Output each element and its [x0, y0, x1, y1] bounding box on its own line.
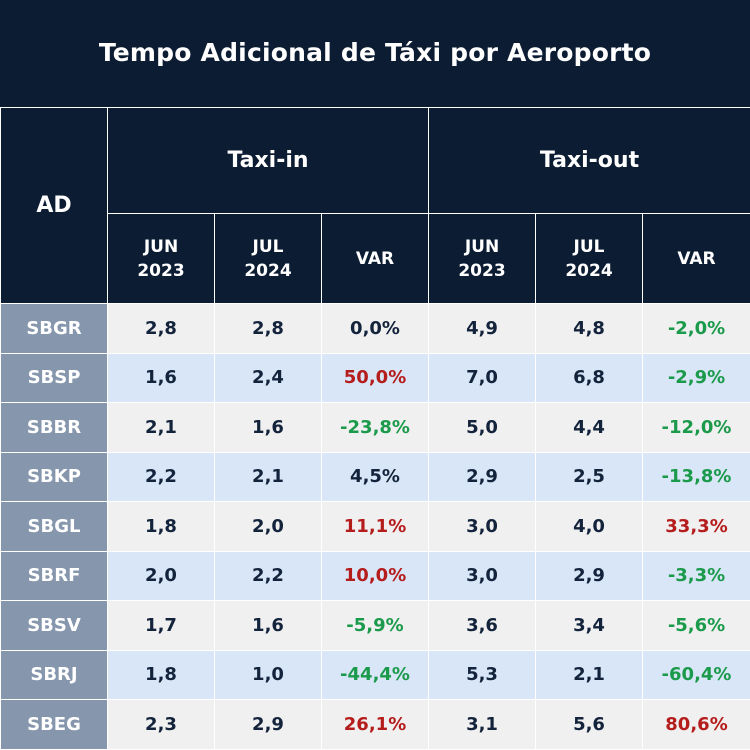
taxi-in-jun-header: JUN 2023 [107, 213, 215, 304]
taxi-in-jul-cell: 2,4 [214, 352, 322, 403]
taxi-in-var-cell: 4,5% [320, 451, 430, 502]
taxi-in-jun-cell: 1,8 [107, 649, 215, 700]
table-row: SBKP 2,2 2,1 4,5% 2,9 2,5 -13,8% [0, 451, 750, 502]
taxi-out-var-cell: -3,3% [642, 550, 750, 601]
taxi-out-jul-cell: 4,8 [535, 303, 644, 354]
taxi-out-jul-cell: 2,5 [535, 451, 644, 502]
taxi-out-jul-cell: 5,6 [535, 699, 644, 750]
taxi-in-jul-cell: 2,9 [214, 699, 322, 750]
column-header-month: JUN [464, 236, 500, 257]
taxi-in-var-cell: 26,1% [320, 699, 430, 750]
airport-code-cell: SBRJ [0, 649, 108, 700]
taxi-in-var-cell: 0,0% [320, 303, 430, 354]
taxi-in-var-header: VAR [320, 213, 430, 304]
column-header-var: VAR [677, 248, 716, 269]
taxi-out-var-cell: 80,6% [642, 699, 750, 750]
taxi-out-var-cell: -60,4% [642, 649, 750, 700]
taxi-out-var-cell: 33,3% [642, 501, 750, 552]
airport-code-cell: SBKP [0, 451, 108, 502]
taxi-out-jun-cell: 2,9 [428, 451, 537, 502]
taxi-out-jul-cell: 4,0 [535, 501, 644, 552]
taxi-out-jun-cell: 3,0 [428, 550, 537, 601]
airport-code-cell: SBSP [0, 352, 108, 403]
taxi-in-jun-cell: 2,3 [107, 699, 215, 750]
header-group-row: AD Taxi-in Taxi-out [0, 107, 750, 304]
taxi-out-jun-cell: 5,3 [428, 649, 537, 700]
taxi-in-var-cell: 11,1% [320, 501, 430, 552]
taxi-in-jun-cell: 2,8 [107, 303, 215, 354]
taxi-out-jul-cell: 6,8 [535, 352, 644, 403]
column-header-year: 2023 [458, 260, 506, 281]
taxi-in-jul-cell: 2,0 [214, 501, 322, 552]
taxi-in-jun-cell: 1,8 [107, 501, 215, 552]
taxi-out-var-cell: -5,6% [642, 600, 750, 651]
column-header-year: 2024 [244, 260, 292, 281]
airport-code-cell: SBBR [0, 402, 108, 453]
airport-code-cell: SBGL [0, 501, 108, 552]
taxi-out-jul-cell: 4,4 [535, 402, 644, 453]
taxi-time-table: AD Taxi-in Taxi-out JUN 2023 JUL 2024 VAR … [0, 107, 750, 750]
taxi-in-jun-cell: 2,2 [107, 451, 215, 502]
page-title: Tempo Adicional de Táxi por Aeroporto [98, 38, 652, 67]
taxi-out-jun-cell: 4,9 [428, 303, 537, 354]
taxi-in-jul-cell: 1,0 [214, 649, 322, 700]
taxi-in-jun-cell: 1,7 [107, 600, 215, 651]
taxi-in-var-cell: -23,8% [320, 402, 430, 453]
column-header-month: JUL [573, 236, 605, 257]
column-header-year: 2023 [137, 260, 185, 281]
taxi-in-var-cell: -44,4% [320, 649, 430, 700]
table-row: SBSP 1,6 2,4 50,0% 7,0 6,8 -2,9% [0, 352, 750, 403]
taxi-in-jun-cell: 1,6 [107, 352, 215, 403]
table-body: SBGR 2,8 2,8 0,0% 4,9 4,8 -2,0% SBSP 1,6 2,4 50,0%… [0, 303, 750, 750]
column-header-month: JUN [143, 236, 179, 257]
ad-column-header: AD [0, 107, 108, 304]
taxi-in-var-cell: -5,9% [320, 600, 430, 651]
table-row: SBGL 1,8 2,0 11,1% 3,0 4,0 33,3% [0, 501, 750, 552]
taxi-out-group-header: Taxi-out [428, 107, 750, 214]
taxi-out-jul-cell: 3,4 [535, 600, 644, 651]
taxi-in-var-cell: 10,0% [320, 550, 430, 601]
taxi-out-var-header: VAR [642, 213, 750, 304]
taxi-out-jun-header: JUN 2023 [428, 213, 537, 304]
title-bar: Tempo Adicional de Táxi por Aeroporto [0, 0, 750, 107]
taxi-in-jul-cell: 1,6 [214, 402, 322, 453]
airport-code-cell: SBRF [0, 550, 108, 601]
taxi-out-jul-cell: 2,1 [535, 649, 644, 700]
taxi-out-var-cell: -2,9% [642, 352, 750, 403]
taxi-in-jul-cell: 2,8 [214, 303, 322, 354]
taxi-in-jul-cell: 2,2 [214, 550, 322, 601]
taxi-in-jun-cell: 2,1 [107, 402, 215, 453]
taxi-in-jul-cell: 1,6 [214, 600, 322, 651]
table-row: SBEG 2,3 2,9 26,1% 3,1 5,6 80,6% [0, 699, 750, 750]
taxi-out-jul-cell: 2,9 [535, 550, 644, 601]
taxi-out-jun-cell: 3,6 [428, 600, 537, 651]
taxi-out-jun-cell: 3,1 [428, 699, 537, 750]
taxi-out-var-cell: -13,8% [642, 451, 750, 502]
table-row: SBSV 1,7 1,6 -5,9% 3,6 3,4 -5,6% [0, 600, 750, 651]
taxi-out-var-cell: -2,0% [642, 303, 750, 354]
table-row: SBGR 2,8 2,8 0,0% 4,9 4,8 -2,0% [0, 303, 750, 354]
table-header: AD Taxi-in Taxi-out JUN 2023 JUL 2024 VAR … [0, 107, 750, 304]
taxi-out-jun-cell: 3,0 [428, 501, 537, 552]
airport-code-cell: SBEG [0, 699, 108, 750]
taxi-out-jun-cell: 7,0 [428, 352, 537, 403]
taxi-out-var-cell: -12,0% [642, 402, 750, 453]
taxi-out-jun-cell: 5,0 [428, 402, 537, 453]
airport-code-cell: SBGR [0, 303, 108, 354]
header-month-row: JUN 2023 JUL 2024 VAR JUN 2023 JUL 2024 VAR [1, 213, 750, 304]
taxi-in-var-cell: 50,0% [320, 352, 430, 403]
column-header-month: JUL [252, 236, 284, 257]
taxi-in-jun-cell: 2,0 [107, 550, 215, 601]
taxi-in-jul-cell: 2,1 [214, 451, 322, 502]
taxi-out-jul-header: JUL 2024 [535, 213, 644, 304]
airport-code-cell: SBSV [0, 600, 108, 651]
column-header-var: VAR [355, 248, 395, 269]
table-row: SBBR 2,1 1,6 -23,8% 5,0 4,4 -12,0% [0, 402, 750, 453]
taxi-in-group-header: Taxi-in [106, 107, 430, 214]
taxi-in-jul-header: JUL 2024 [214, 213, 322, 304]
column-header-year: 2024 [565, 260, 613, 281]
table-row: SBRF 2,0 2,2 10,0% 3,0 2,9 -3,3% [0, 550, 750, 601]
table-row: SBRJ 1,8 1,0 -44,4% 5,3 2,1 -60,4% [0, 649, 750, 700]
